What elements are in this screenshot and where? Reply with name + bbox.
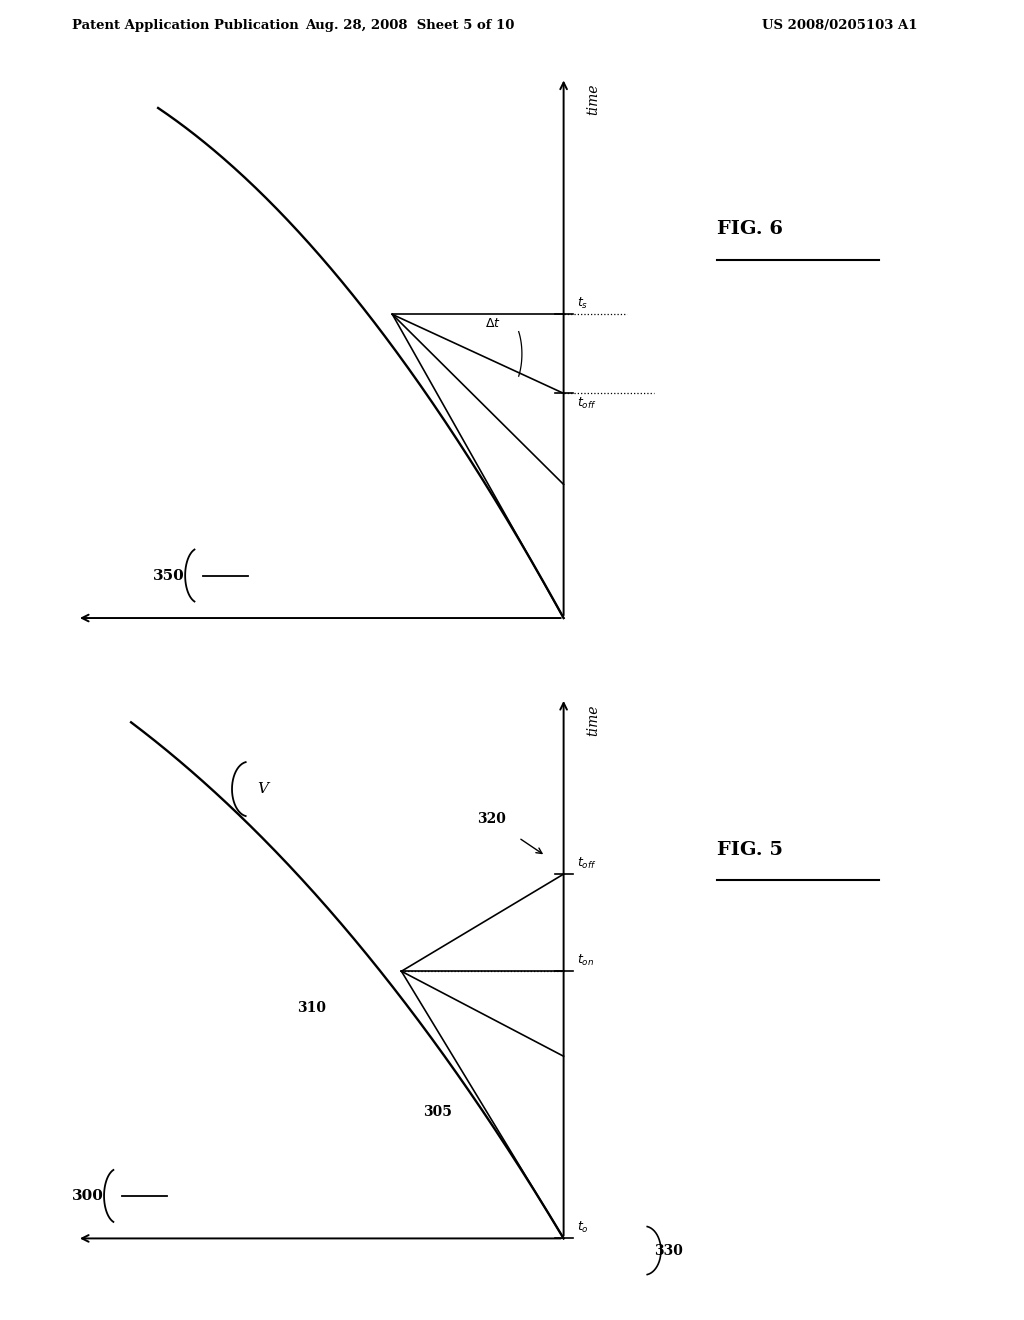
Text: Aug. 28, 2008  Sheet 5 of 10: Aug. 28, 2008 Sheet 5 of 10 — [305, 18, 514, 32]
Text: $t_{off}$: $t_{off}$ — [578, 855, 597, 871]
Text: $t_{on}$: $t_{on}$ — [578, 953, 594, 969]
Text: Patent Application Publication: Patent Application Publication — [72, 18, 298, 32]
Text: 350: 350 — [154, 569, 185, 582]
Text: $t_s$: $t_s$ — [578, 296, 589, 312]
Text: FIG. 6: FIG. 6 — [717, 220, 782, 239]
Text: 330: 330 — [653, 1243, 683, 1258]
Text: time: time — [586, 704, 600, 735]
Text: V: V — [257, 781, 268, 796]
Text: time: time — [586, 83, 600, 115]
Text: 320: 320 — [477, 812, 506, 825]
Text: $\Delta t$: $\Delta t$ — [484, 317, 501, 330]
Text: US 2008/0205103 A1: US 2008/0205103 A1 — [762, 18, 918, 32]
Text: $t_o$: $t_o$ — [578, 1220, 589, 1236]
Text: 300: 300 — [72, 1189, 104, 1203]
Text: FIG. 5: FIG. 5 — [717, 841, 782, 859]
Text: 305: 305 — [423, 1105, 452, 1119]
Text: $t_{off}$: $t_{off}$ — [578, 396, 597, 412]
Text: 310: 310 — [297, 1001, 326, 1015]
